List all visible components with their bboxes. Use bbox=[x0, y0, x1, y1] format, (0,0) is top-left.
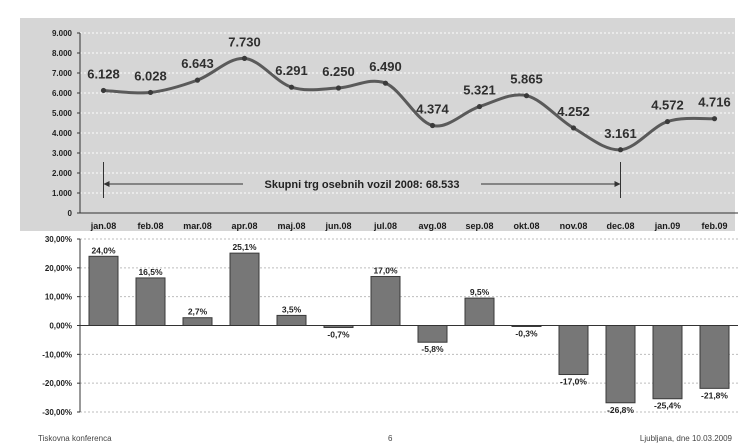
line-value-label: 3.161 bbox=[604, 126, 637, 141]
bar-y-tick-label: 10,00% bbox=[45, 293, 72, 302]
line-point bbox=[241, 55, 248, 62]
line-value-label: 7.730 bbox=[228, 34, 261, 49]
line-chart-background bbox=[20, 18, 735, 231]
line-y-tick-label: 9.000 bbox=[52, 29, 73, 38]
x-category-label: jan.08 bbox=[90, 221, 117, 231]
line-point bbox=[664, 118, 671, 125]
line-point bbox=[570, 125, 577, 131]
line-y-tick-label: 4.000 bbox=[52, 129, 73, 138]
line-value-label: 5.865 bbox=[510, 72, 543, 87]
bar-value-label: 24,0% bbox=[91, 245, 116, 255]
line-y-tick-label: 0 bbox=[68, 209, 73, 218]
line-point bbox=[147, 89, 154, 96]
bar bbox=[464, 297, 495, 327]
line-point bbox=[429, 122, 436, 129]
line-series bbox=[103, 56, 715, 152]
x-category-label: okt.08 bbox=[513, 221, 539, 231]
bar bbox=[652, 325, 683, 400]
line-point bbox=[288, 84, 295, 90]
bar-value-label: 25,1% bbox=[232, 242, 257, 252]
line-value-label: 4.374 bbox=[416, 102, 449, 117]
bar-value-label: -25,4% bbox=[654, 401, 681, 411]
bar-y-tick-label: 0,00% bbox=[49, 322, 72, 331]
line-y-tick-label: 8.000 bbox=[52, 49, 73, 58]
line-y-tick-label: 5.000 bbox=[52, 109, 73, 118]
page-number: 6 bbox=[388, 434, 393, 443]
bar-value-label: 9,5% bbox=[470, 287, 490, 297]
x-category-label: feb.08 bbox=[137, 221, 163, 231]
line-value-label: 6.250 bbox=[322, 64, 355, 79]
line-point bbox=[523, 93, 530, 99]
x-category-label: jul.08 bbox=[373, 221, 397, 231]
x-category-label: mar.08 bbox=[183, 221, 212, 231]
bar bbox=[229, 252, 260, 326]
bar bbox=[88, 255, 119, 326]
x-category-label: sep.08 bbox=[465, 221, 493, 231]
bar-y-tick-label: -20,00% bbox=[42, 379, 72, 388]
annotation-arrow-right bbox=[614, 181, 621, 187]
bar-y-tick-label: -30,00% bbox=[42, 408, 72, 417]
bar-value-label: -17,0% bbox=[560, 377, 587, 387]
line-value-label: 6.028 bbox=[134, 68, 167, 83]
bar-y-tick-label: 20,00% bbox=[45, 264, 72, 273]
annotation-label: Skupni trg osebnih vozil 2008: 68.533 bbox=[264, 179, 459, 191]
line-value-label: 5.321 bbox=[463, 83, 496, 98]
line-value-label: 6.291 bbox=[275, 63, 308, 78]
line-value-label: 4.572 bbox=[651, 98, 684, 113]
bar bbox=[558, 325, 589, 376]
x-category-label: nov.08 bbox=[560, 221, 588, 231]
footer-left: Tiskovna konferenca bbox=[38, 434, 112, 443]
x-category-label: maj.08 bbox=[277, 221, 305, 231]
line-y-tick-label: 7.000 bbox=[52, 69, 73, 78]
bar-value-label: -21,8% bbox=[701, 390, 728, 400]
bar-value-label: -0,3% bbox=[515, 328, 538, 338]
x-category-label: apr.08 bbox=[231, 221, 257, 231]
line-y-tick-label: 2.000 bbox=[52, 169, 73, 178]
bar bbox=[182, 317, 213, 326]
line-y-tick-label: 6.000 bbox=[52, 89, 73, 98]
bar-value-label: 17,0% bbox=[373, 265, 398, 275]
bar-y-tick-label: -10,00% bbox=[42, 350, 72, 359]
bar bbox=[370, 275, 401, 327]
x-category-label: avg.08 bbox=[418, 221, 446, 231]
bar bbox=[417, 325, 448, 343]
bar-value-label: -0,7% bbox=[327, 330, 350, 340]
line-point bbox=[617, 147, 624, 153]
line-point bbox=[711, 116, 718, 122]
bar-value-label: 2,7% bbox=[188, 307, 208, 317]
x-category-label: dec.08 bbox=[606, 221, 634, 231]
line-y-tick-label: 1.000 bbox=[52, 189, 73, 198]
line-point bbox=[335, 85, 342, 91]
annotation-label-bg bbox=[243, 176, 481, 190]
line-value-label: 6.490 bbox=[369, 59, 402, 74]
bar bbox=[135, 277, 166, 326]
line-point bbox=[476, 103, 483, 110]
line-y-tick-label: 3.000 bbox=[52, 149, 73, 158]
bar bbox=[276, 314, 307, 326]
line-point bbox=[100, 87, 107, 94]
line-value-label: 4.252 bbox=[557, 104, 590, 119]
line-value-label: 6.643 bbox=[181, 56, 214, 71]
bar-value-label: 16,5% bbox=[138, 267, 163, 277]
footer-right: Ljubljana, dne 10.03.2009 bbox=[639, 434, 732, 443]
line-point bbox=[382, 80, 389, 86]
line-point bbox=[194, 77, 201, 83]
annotation-arrow-left bbox=[103, 181, 110, 187]
bar-y-tick-label: 30,00% bbox=[45, 235, 72, 244]
line-value-label: 4.716 bbox=[698, 95, 731, 110]
bar-value-label: -26,8% bbox=[607, 405, 634, 415]
line-value-label: 6.128 bbox=[87, 66, 120, 81]
bar bbox=[605, 325, 636, 404]
bar-value-label: -5,8% bbox=[421, 344, 444, 354]
x-category-label: jun.08 bbox=[324, 221, 351, 231]
x-category-label: feb.09 bbox=[701, 221, 727, 231]
x-category-label: jan.09 bbox=[654, 221, 681, 231]
bar bbox=[699, 325, 730, 389]
bar-value-label: 3,5% bbox=[282, 304, 302, 314]
